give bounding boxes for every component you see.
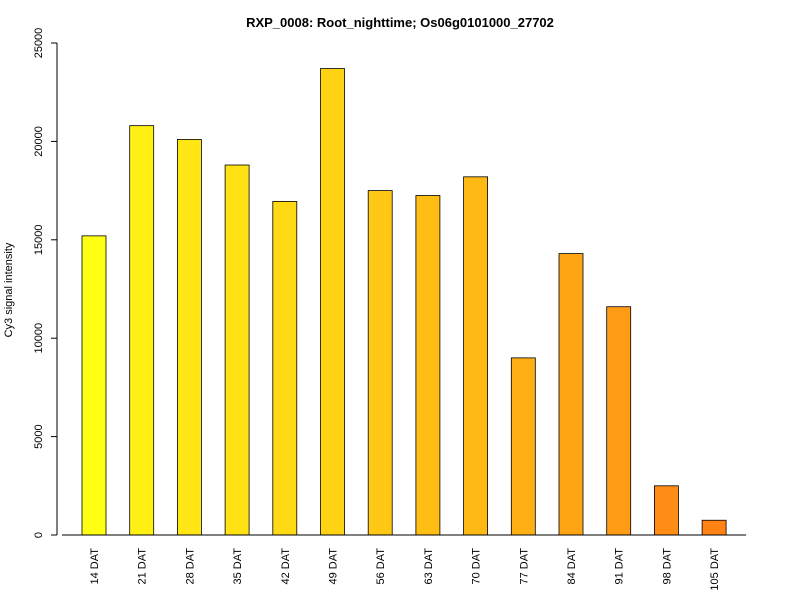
x-tick-label: 49 DAT (328, 548, 340, 585)
x-tick-label: 28 DAT (184, 548, 196, 585)
x-tick-label: 84 DAT (566, 548, 578, 585)
bar (224, 164, 250, 536)
x-tick-label: 98 DAT (661, 548, 673, 585)
y-tick-label: 25000 (33, 28, 45, 59)
x-tick-label: 14 DAT (89, 548, 101, 585)
bar (320, 68, 345, 536)
bar (81, 235, 107, 536)
x-tick-label: 21 DAT (137, 548, 149, 585)
bar (510, 357, 536, 536)
bar (558, 253, 584, 536)
x-tick-label: 91 DAT (614, 548, 626, 585)
bar (367, 190, 393, 536)
x-tick-label: 56 DAT (375, 548, 387, 585)
axes-layer: 14 DAT 21 DAT 28 DAT 35 DAT 42 DAT 49 DAT 56 D… (33, 28, 747, 591)
bar (701, 519, 727, 536)
x-tick-label: 42 DAT (280, 548, 292, 585)
x-tick-label: 70 DAT (471, 548, 483, 585)
bar (415, 195, 441, 536)
y-tick-label: 0 (33, 532, 45, 538)
bar (176, 139, 202, 536)
bar (463, 176, 489, 536)
y-tick-label: 20000 (33, 126, 45, 157)
x-tick-label: 63 DAT (423, 548, 435, 585)
bars-layer (81, 68, 727, 536)
y-tick-label: 10000 (33, 323, 45, 354)
y-axis-label: Cy3 signal intensity (3, 242, 15, 337)
y-tick-label: 5000 (33, 424, 45, 448)
x-tick-label: 35 DAT (232, 548, 244, 585)
bar (129, 125, 155, 536)
bar (654, 485, 679, 536)
chart-title: RXP_0008: Root_nighttime; Os06g0101000_2… (246, 15, 554, 30)
bar (272, 201, 298, 536)
y-tick-label: 15000 (33, 225, 45, 256)
x-tick-label: 77 DAT (518, 548, 530, 585)
bar (606, 306, 632, 536)
x-tick-label: 105 DAT (709, 548, 721, 591)
